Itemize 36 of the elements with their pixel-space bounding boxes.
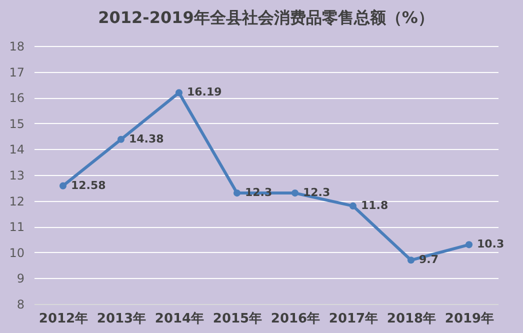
y-tick-label: 17: [9, 65, 24, 80]
data-label: 16.19: [187, 86, 222, 99]
point: [291, 190, 299, 197]
y-tick-label: 16: [9, 91, 24, 106]
x-tick-label: 2019年: [444, 312, 494, 326]
data-label: 11.8: [361, 198, 388, 212]
data-label: 9.7: [419, 253, 438, 266]
point: [175, 89, 183, 96]
y-tick-label: 8: [16, 298, 24, 312]
data-label: 14.38: [129, 132, 164, 146]
x-tick-label: 2016年: [270, 312, 320, 326]
data-label: 10.3: [477, 238, 504, 251]
data-label: 12.58: [71, 178, 106, 192]
x-tick-label: 2018年: [386, 312, 436, 326]
y-tick-label: 14: [9, 142, 24, 157]
y-tick-label: 12: [9, 194, 24, 208]
point: [407, 256, 415, 264]
y-tick-label: 10: [9, 246, 24, 260]
point: [233, 190, 241, 197]
y-tick-label: 18: [9, 40, 24, 54]
data-label: 12.3: [303, 186, 330, 200]
point: [117, 136, 125, 143]
point: [59, 182, 67, 190]
point: [465, 241, 473, 248]
x-tick-label: 2015年: [212, 312, 262, 326]
point: [349, 202, 357, 210]
x-tick-label: 2014年: [154, 312, 204, 326]
data-label: 12.3: [245, 186, 272, 200]
y-tick-label: 13: [9, 168, 24, 182]
x-tick-label: 2012年: [38, 312, 88, 326]
x-tick-label: 2013年: [96, 312, 146, 326]
y-tick-label: 11: [9, 220, 24, 234]
x-tick-label: 2017年: [328, 312, 378, 326]
y-tick-label: 9: [16, 272, 24, 286]
chart-title: 2012-2019年全县社会消费品零售总额（%）: [98, 8, 434, 27]
y-tick-label: 15: [9, 116, 24, 131]
